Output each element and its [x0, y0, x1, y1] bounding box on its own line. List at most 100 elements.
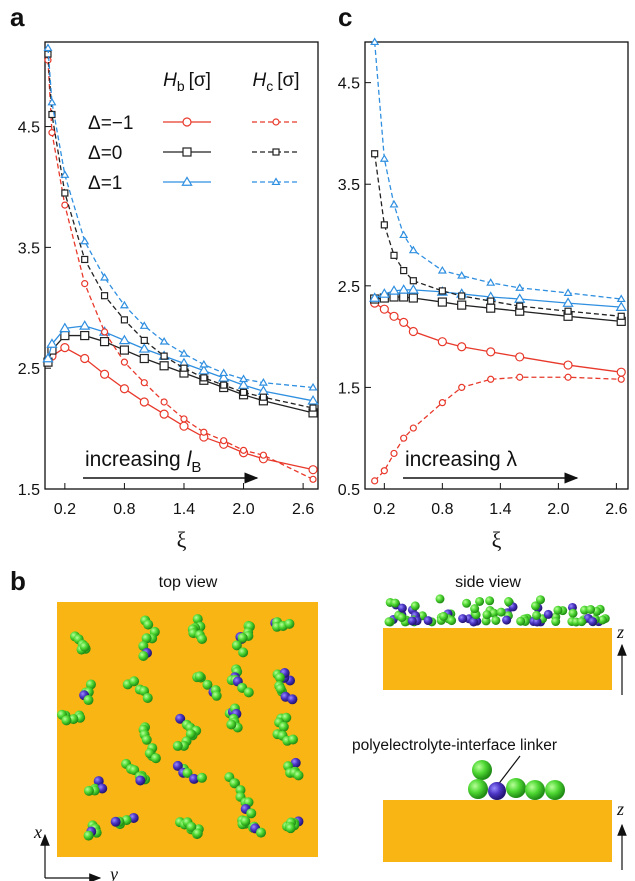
- marker: [259, 393, 267, 401]
- x-tick-label: 0.8: [113, 501, 135, 518]
- marker: [486, 303, 496, 313]
- bead: [275, 683, 286, 694]
- marker: [514, 293, 526, 303]
- marker: [516, 302, 524, 310]
- legend-marker: [182, 117, 192, 127]
- plot-frame: [44, 41, 319, 490]
- marker: [180, 364, 188, 372]
- bead: [532, 617, 542, 627]
- marker: [437, 265, 447, 274]
- marker: [308, 465, 318, 475]
- marker: [119, 300, 129, 309]
- legend-header: Hb [σ]: [163, 70, 211, 94]
- bead: [435, 594, 445, 604]
- axis-name: z: [616, 799, 624, 819]
- bead: [61, 715, 72, 726]
- x-axis-label: ξ: [177, 527, 187, 552]
- y-tick-label: 2.5: [338, 279, 360, 296]
- marker: [80, 236, 90, 245]
- marker: [139, 397, 149, 407]
- marker: [61, 201, 69, 209]
- bead: [281, 712, 292, 723]
- bead: [186, 821, 197, 832]
- bead: [226, 719, 237, 730]
- bead: [285, 823, 296, 834]
- marker: [388, 285, 400, 295]
- legend-marker: [181, 176, 193, 186]
- bead: [138, 651, 149, 662]
- bead: [482, 610, 492, 620]
- marker: [371, 477, 379, 485]
- marker: [60, 330, 70, 341]
- legend-marker: [272, 148, 280, 156]
- bead: [143, 619, 154, 630]
- annotation: increasing lB: [85, 448, 201, 476]
- plot-frame: [364, 41, 629, 490]
- marker: [408, 245, 418, 254]
- marker: [239, 374, 249, 383]
- marker: [487, 375, 495, 383]
- marker: [237, 379, 250, 389]
- x-tick-label: 2.0: [232, 501, 254, 518]
- marker: [438, 287, 446, 295]
- marker: [457, 300, 467, 310]
- bead: [588, 617, 598, 627]
- marker: [120, 358, 129, 366]
- bead: [470, 604, 480, 614]
- bead: [83, 785, 94, 796]
- surface: [383, 800, 612, 862]
- marker: [616, 294, 626, 303]
- bead: [407, 616, 417, 626]
- legend-marker: [272, 118, 280, 126]
- bead: [182, 767, 193, 778]
- marker: [219, 368, 229, 377]
- y-tick-label: 3.5: [338, 177, 360, 194]
- bead: [97, 783, 108, 794]
- marker: [120, 316, 129, 324]
- marker: [398, 284, 410, 294]
- bead: [545, 780, 565, 800]
- marker: [457, 342, 467, 352]
- marker: [218, 372, 230, 382]
- marker: [515, 283, 525, 291]
- marker: [408, 326, 418, 337]
- marker: [80, 353, 90, 364]
- marker: [409, 424, 417, 432]
- legend-symbol: H: [163, 70, 177, 91]
- bead: [237, 632, 248, 643]
- marker: [200, 374, 208, 382]
- marker: [378, 288, 390, 298]
- bead: [240, 816, 251, 827]
- bead: [192, 828, 203, 839]
- marker: [220, 437, 228, 445]
- marker: [437, 337, 447, 347]
- marker: [617, 312, 625, 320]
- marker: [159, 409, 169, 419]
- marker: [118, 334, 131, 345]
- y-tick-label: 0.5: [338, 482, 360, 499]
- series-line: [47, 325, 314, 402]
- marker: [100, 272, 110, 281]
- x-tick-label: 0.8: [431, 501, 453, 518]
- view-label: side view: [455, 574, 521, 591]
- bead: [135, 775, 146, 786]
- marker: [139, 321, 149, 329]
- marker: [399, 230, 409, 239]
- bead: [243, 687, 254, 698]
- bead: [551, 617, 561, 627]
- bead: [423, 616, 433, 626]
- marker: [408, 293, 418, 303]
- annotation-symbol: l: [187, 448, 193, 471]
- bead: [194, 671, 205, 682]
- marker: [458, 292, 466, 300]
- marker: [309, 475, 317, 483]
- marker: [179, 349, 189, 357]
- marker: [139, 353, 149, 364]
- marker: [159, 336, 169, 345]
- marker: [390, 251, 398, 259]
- bead: [535, 595, 545, 605]
- panel-label: c: [338, 2, 352, 32]
- marker: [43, 43, 53, 52]
